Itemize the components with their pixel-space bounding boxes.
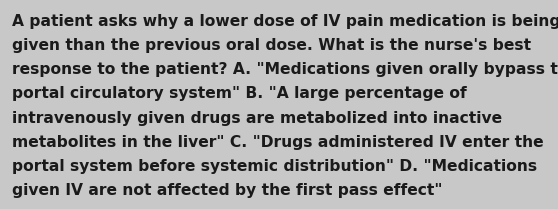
Text: portal circulatory system" B. "A large percentage of: portal circulatory system" B. "A large p… <box>12 86 467 101</box>
Text: response to the patient? A. "Medications given orally bypass the: response to the patient? A. "Medications… <box>12 62 558 77</box>
Text: intravenously given drugs are metabolized into inactive: intravenously given drugs are metabolize… <box>12 111 502 126</box>
Text: A patient asks why a lower dose of IV pain medication is being: A patient asks why a lower dose of IV pa… <box>12 14 558 29</box>
Text: metabolites in the liver" C. "Drugs administered IV enter the: metabolites in the liver" C. "Drugs admi… <box>12 135 544 150</box>
Text: portal system before systemic distribution" D. "Medications: portal system before systemic distributi… <box>12 159 537 174</box>
Text: given than the previous oral dose. What is the nurse's best: given than the previous oral dose. What … <box>12 38 531 53</box>
Text: given IV are not affected by the first pass effect": given IV are not affected by the first p… <box>12 183 443 198</box>
